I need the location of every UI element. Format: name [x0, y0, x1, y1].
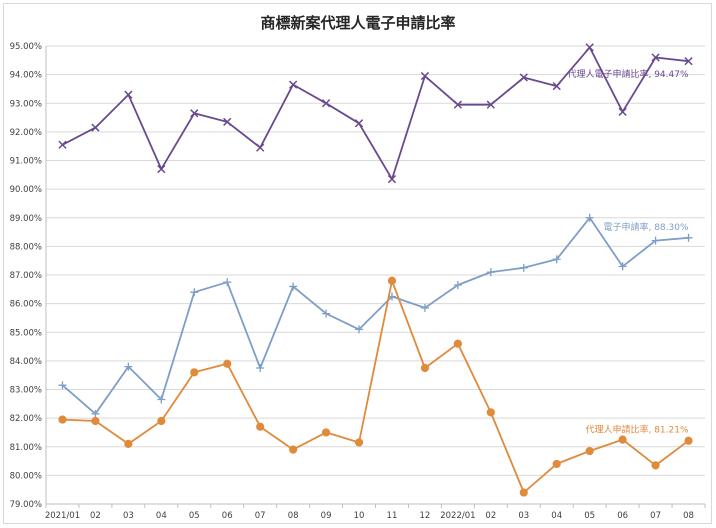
series-3 — [59, 277, 692, 496]
data-point — [223, 278, 231, 286]
data-point — [520, 489, 527, 496]
data-point — [290, 81, 297, 88]
x-tick-label: 05 — [189, 511, 200, 521]
y-tick-label: 91.00% — [10, 157, 42, 167]
data-point — [224, 360, 231, 367]
data-point — [125, 91, 132, 98]
x-tick-label: 10 — [354, 511, 365, 521]
data-point — [257, 144, 264, 151]
y-tick-label: 88.00% — [10, 242, 42, 252]
data-point — [158, 417, 165, 424]
data-point — [158, 165, 165, 172]
y-tick-label: 95.00% — [10, 42, 42, 52]
x-tick-label: 08 — [288, 511, 299, 521]
data-point — [125, 440, 132, 447]
y-tick-label: 89.00% — [10, 214, 42, 224]
data-point — [685, 437, 692, 444]
x-tick-label: 02 — [90, 511, 101, 521]
x-tick-label: 04 — [156, 511, 167, 521]
y-tick-label: 80.00% — [10, 471, 42, 481]
data-labels: 代理人電子申請比率, 94.47% 電子申請率, 88.30% 代理人申請比率, 8… — [567, 68, 688, 436]
data-point — [586, 44, 593, 51]
x-tick-label: 12 — [420, 511, 431, 521]
data-point — [355, 120, 362, 127]
y-tick-label: 82.00% — [10, 414, 42, 424]
data-point — [59, 416, 66, 423]
x-tick-label: 07 — [650, 511, 661, 521]
y-tick-label: 86.00% — [10, 300, 42, 310]
y-tick-label: 79.00% — [10, 500, 42, 510]
data-label: 電子申請率, 88.30% — [603, 221, 688, 233]
x-tick-label: 08 — [683, 511, 694, 521]
x-tick-label: 07 — [255, 511, 266, 521]
data-label: 代理人電子申請比率, 94.47% — [567, 68, 688, 80]
data-point — [487, 409, 494, 416]
x-tick-label: 2021/01 — [45, 511, 80, 521]
x-tick-label: 03 — [123, 511, 134, 521]
data-point — [191, 369, 198, 376]
data-point — [92, 124, 99, 131]
y-tick-label: 93.00% — [10, 99, 42, 109]
x-tick-label: 05 — [584, 511, 595, 521]
x-tick-label: 11 — [387, 511, 398, 521]
y-tick-label: 84.00% — [10, 357, 42, 367]
series-line — [63, 47, 689, 179]
y-tick-label: 87.00% — [10, 271, 42, 281]
x-axis-ticks: 2021/01 02 03 04 05 06 07 08 09 10 11 12 2022/01 02 03… — [45, 511, 694, 521]
data-point — [586, 447, 593, 454]
data-point — [257, 423, 264, 430]
x-tick-label: 09 — [321, 511, 332, 521]
data-point — [619, 108, 626, 115]
y-tick-label: 85.00% — [10, 328, 42, 338]
data-point — [355, 439, 362, 446]
x-tick-label: 02 — [485, 511, 496, 521]
data-point — [290, 446, 297, 453]
axes — [46, 46, 705, 508]
y-tick-label: 90.00% — [10, 185, 42, 195]
data-point — [421, 364, 428, 371]
data-point — [652, 462, 659, 469]
data-point — [59, 141, 66, 148]
series-line — [63, 218, 689, 414]
data-point — [322, 429, 329, 436]
data-point — [388, 277, 395, 284]
data-point — [92, 417, 99, 424]
data-point — [256, 364, 264, 372]
y-tick-label: 83.00% — [10, 386, 42, 396]
y-tick-label: 94.00% — [10, 71, 42, 81]
series-1 — [59, 44, 692, 183]
x-tick-label: 06 — [617, 511, 628, 521]
data-point — [520, 264, 528, 272]
y-tick-label: 81.00% — [10, 443, 42, 453]
x-tick-label: 03 — [518, 511, 529, 521]
data-point — [553, 460, 560, 467]
x-tick-label: 2022/01 — [440, 511, 475, 521]
x-tick-label: 06 — [222, 511, 233, 521]
y-tick-label: 92.00% — [10, 128, 42, 138]
data-point — [685, 234, 693, 242]
gridlines — [46, 46, 705, 475]
series-2 — [58, 214, 692, 418]
data-point — [619, 436, 626, 443]
data-label: 代理人申請比率, 81.21% — [585, 424, 688, 436]
x-tick-label: 04 — [551, 511, 562, 521]
data-point — [454, 340, 461, 347]
data-point — [190, 288, 198, 296]
y-axis-ticks: 79.00% 80.00% 81.00% 82.00% 83.00% 84.00% 85.0… — [10, 42, 42, 510]
